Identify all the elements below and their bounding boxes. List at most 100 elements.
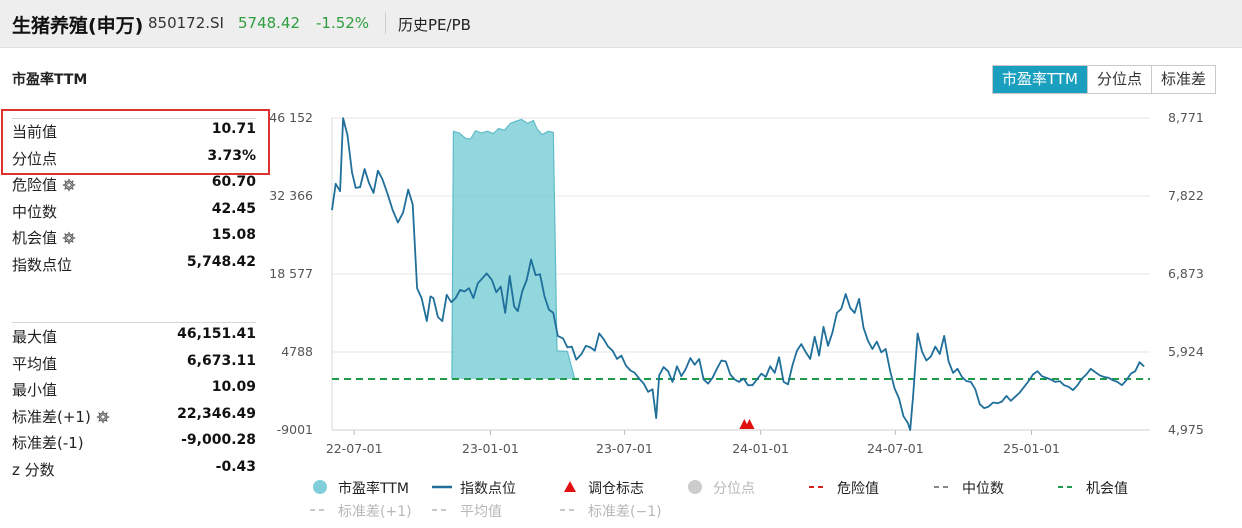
tab-2[interactable]: 标准差 — [1151, 66, 1216, 93]
stat-row: 指数点位 5,748.42 — [12, 250, 256, 277]
stats-divider-middle — [12, 322, 256, 323]
gear-icon[interactable] — [62, 178, 76, 192]
y-left-tick-label: 18 577 — [269, 266, 313, 281]
stat-label: 分位点 — [12, 148, 57, 169]
y-left-tick-label: 46 152 — [269, 110, 313, 125]
tab-1[interactable]: 分位点 — [1087, 66, 1152, 93]
legend-label[interactable]: 分位点 — [713, 481, 755, 497]
x-tick-label: 22-07-01 — [326, 441, 383, 456]
stat-value: 5,748.42 — [186, 253, 256, 270]
stat-value: 42.45 — [211, 200, 256, 217]
stat-label-text: 指数点位 — [12, 255, 73, 274]
stat-label: z 分数 — [12, 459, 55, 480]
pe-area — [451, 119, 575, 380]
stat-label-text: 机会值 — [12, 229, 58, 247]
stat-row: 分位点 3.73% — [12, 144, 256, 171]
x-tick-label: 24-07-01 — [867, 441, 924, 456]
stat-row: 标准差(-1) -9,000.28 — [12, 428, 256, 455]
stat-label-text: 危险值 — [12, 176, 58, 194]
legend-label[interactable]: 危险值 — [837, 481, 879, 497]
legend-label[interactable]: 中位数 — [962, 481, 1004, 497]
stat-label-text: 当前值 — [12, 123, 58, 141]
x-tick-label: 24-01-01 — [732, 441, 789, 456]
stats-top-panel: 当前值 10.71 分位点 3.73% 危险值 60.70 中位数 42.45 机会值 15.08… — [12, 117, 256, 276]
index-price: 5748.42 — [238, 14, 301, 32]
rebalance-marker — [744, 419, 755, 429]
stat-row: 当前值 10.71 — [12, 117, 256, 144]
index-header: 生猪养殖(申万) 850172.SI 5748.42 -1.52% 历史PE/P… — [0, 0, 1242, 48]
stat-value: 15.08 — [211, 227, 256, 243]
legend-label[interactable]: 标准差(+1) — [338, 504, 412, 520]
stat-value: 60.70 — [211, 174, 256, 190]
stat-label: 危险值 — [12, 174, 76, 195]
stat-label: 最小值 — [12, 379, 57, 400]
history-pe-pb-link[interactable]: 历史PE/PB — [398, 16, 471, 34]
stat-label-text: 最小值 — [12, 381, 58, 399]
legend-label[interactable]: 平均值 — [460, 504, 502, 520]
gear-icon[interactable] — [96, 410, 110, 424]
gear-icon[interactable] — [62, 231, 76, 245]
stats-divider-top — [12, 118, 256, 119]
stats-bottom-panel: 最大值 46,151.41 平均值 6,673.11 最小值 10.09 标准差(+1) 22… — [12, 322, 256, 481]
stat-label: 标准差(-1) — [12, 432, 84, 453]
x-tick-label: 25-01-01 — [1003, 441, 1060, 456]
stat-value: 3.73% — [207, 147, 256, 164]
y-right-tick-label: 6,873 — [1168, 266, 1204, 281]
y-right-tick-label: 7,822 — [1168, 188, 1204, 203]
y-right-tick-label: 5,924 — [1168, 344, 1204, 359]
stat-label: 最大值 — [12, 326, 57, 347]
stat-value: 10.09 — [211, 379, 256, 395]
index-change: -1.52% — [316, 14, 370, 32]
index-line — [331, 117, 1145, 431]
legend-label[interactable]: 市盈率TTM — [338, 480, 409, 497]
stat-row: 标准差(+1) 22,346.49 — [12, 402, 256, 429]
stat-label-text: 中位数 — [12, 202, 58, 221]
stat-row: 最小值 10.09 — [12, 375, 256, 402]
y-left-tick-label: -9001 — [277, 422, 313, 437]
pe-line — [451, 118, 576, 380]
stat-label: 标准差(+1) — [12, 406, 110, 427]
stat-value: 22,346.49 — [177, 405, 256, 422]
metric-tabs: 市盈率TTM 分位点 标准差 — [992, 65, 1217, 94]
stat-label: 指数点位 — [12, 254, 72, 275]
x-tick-label: 23-01-01 — [462, 441, 519, 456]
highlight-box — [1, 109, 270, 175]
stat-label: 平均值 — [12, 353, 57, 374]
stat-label-text: z 分数 — [12, 460, 55, 479]
stat-row: z 分数 -0.43 — [12, 455, 256, 482]
stat-value: -9,000.28 — [181, 432, 256, 448]
tab-0[interactable]: 市盈率TTM — [993, 66, 1088, 93]
x-tick-label: 23-07-01 — [596, 441, 653, 456]
stat-label-text: 分位点 — [12, 149, 58, 168]
y-right-tick-label: 4,975 — [1168, 422, 1204, 437]
legend-circle-icon — [688, 480, 702, 494]
index-name: 生猪养殖(申万) — [12, 15, 144, 37]
stat-value: 10.71 — [211, 121, 256, 137]
stat-row: 最大值 46,151.41 — [12, 322, 256, 349]
legend-triangle-icon — [564, 481, 576, 492]
legend-circle-icon — [313, 480, 327, 494]
section-title: 市盈率TTM — [12, 72, 88, 88]
y-left-tick-label: 32 366 — [269, 188, 313, 203]
legend-label[interactable]: 调仓标志 — [588, 481, 644, 497]
index-code: 850172.SI — [148, 14, 224, 32]
stat-row: 中位数 42.45 — [12, 197, 256, 224]
stat-label: 机会值 — [12, 227, 76, 248]
stat-row: 机会值 15.08 — [12, 223, 256, 250]
stat-label: 当前值 — [12, 121, 57, 142]
stat-label: 中位数 — [12, 201, 57, 222]
stat-value: 46,151.41 — [177, 326, 256, 342]
y-left-tick-label: 4788 — [281, 344, 313, 359]
stat-label-text: 平均值 — [12, 354, 58, 373]
header-divider — [385, 12, 386, 34]
stat-label-text: 标准差(-1) — [12, 434, 84, 452]
legend-label[interactable]: 机会值 — [1086, 481, 1128, 497]
stat-row: 平均值 6,673.11 — [12, 349, 256, 376]
stat-row: 危险值 60.70 — [12, 170, 256, 197]
legend-label[interactable]: 标准差(−1) — [588, 504, 662, 520]
stat-value: -0.43 — [215, 458, 256, 475]
stat-label-text: 标准差(+1) — [12, 407, 91, 426]
legend-label[interactable]: 指数点位 — [460, 481, 516, 497]
y-right-tick-label: 8,771 — [1168, 110, 1204, 125]
